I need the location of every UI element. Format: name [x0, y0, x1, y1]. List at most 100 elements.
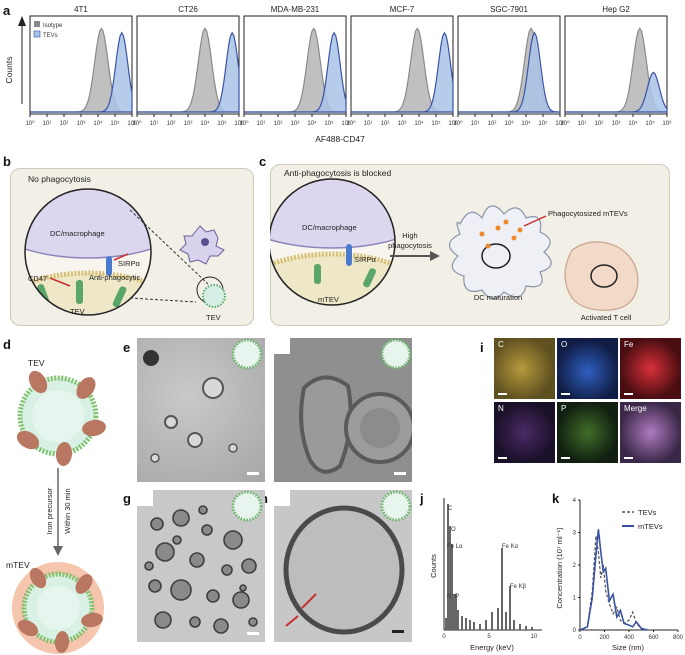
em-g-vesicle — [248, 617, 258, 627]
d-precursor-label: Iron precursor — [45, 487, 54, 534]
panel-label-a: a — [3, 3, 11, 18]
flow-tick-label: 10¹ — [257, 121, 266, 127]
em-g-vesicle — [189, 616, 201, 628]
b-sirpa-label: SIRPα — [118, 259, 141, 268]
k-ylabel: Concentration (10⁷ ml⁻¹) — [555, 527, 564, 609]
c-phago-label: Phagocytosized mTEVs — [548, 209, 628, 218]
j-peak-n: N — [447, 594, 451, 600]
em-g-vesicle — [170, 579, 192, 601]
flow-tick-label: 10¹ — [43, 121, 52, 127]
size-distribution-chart: Concentration (10⁷ ml⁻¹) 0 1 2 3 4 0 200 400 600… — [555, 498, 684, 652]
flow-tick-label: 10¹ — [578, 121, 587, 127]
d-tev-label: TEV — [28, 358, 45, 368]
em-g-vesicle — [213, 618, 229, 634]
flow-panel-title: Hep G2 — [602, 5, 630, 14]
flow-tick-label: 10³ — [77, 121, 86, 127]
em-g-vesicle — [223, 530, 243, 550]
j-peak-p: P — [455, 594, 459, 600]
dc-cell — [448, 205, 552, 300]
c-title: Anti-phagocytosis is blocked — [284, 168, 392, 178]
em-f-particles — [274, 338, 412, 475]
flow-tick-label: 10⁵ — [538, 120, 548, 127]
j-xlabel: Energy (keV) — [470, 643, 514, 652]
flow-ylabel: Counts — [4, 57, 14, 84]
j-ylabel: Counts — [429, 554, 438, 578]
flow-tick-label: 10² — [595, 121, 604, 127]
flow-tick-label: 10³ — [291, 121, 300, 127]
flow-panel-title: MDA-MB-231 — [271, 5, 320, 14]
em-g-vesicle — [155, 542, 175, 562]
em-g-vesicle — [239, 584, 247, 592]
em-h-particle — [274, 490, 412, 635]
eds-map-p: P — [557, 402, 618, 463]
eds-map-merge-label: Merge — [624, 404, 647, 413]
em-g-vesicle — [206, 589, 220, 603]
panel-b-schematic: No phagocytosis DC/macrophage SIRPα CD47… — [24, 174, 226, 322]
k-series-line-mtevs — [579, 529, 648, 631]
tev-histogram — [565, 71, 668, 113]
d-time-label: Within 30 min — [63, 488, 72, 533]
flow-tick-label: 10⁰ — [453, 120, 463, 127]
k-ytick-label: 3 — [573, 531, 577, 537]
flow-tick-label: 10¹ — [364, 121, 373, 127]
flow-tick-label: 10⁵ — [324, 120, 334, 127]
em-image-e — [137, 338, 265, 482]
flow-tick-label: 10⁶ — [127, 120, 137, 127]
tev-histogram — [351, 31, 454, 113]
b-tev2-label: TEV — [206, 313, 221, 322]
flow-tick-label: 10³ — [505, 121, 514, 127]
flow-tick-label: 10⁰ — [346, 120, 356, 127]
j-peak-feka: Fe Kα — [502, 544, 519, 550]
flow-tick-label: 10⁶ — [555, 120, 565, 127]
k-xtick-label: 200 — [599, 635, 610, 641]
em-g-vesicle — [144, 561, 154, 571]
em-g-vesicle — [221, 564, 233, 576]
flow-tick-label: 10⁴ — [307, 120, 317, 127]
flow-tick-label: 10⁶ — [234, 120, 244, 127]
flow-tick-label: 10⁴ — [521, 120, 531, 127]
k-legend-mtevs: mTEVs — [638, 522, 663, 531]
panel-c-schematic: Anti-phagocytosis is blocked DC/macropha… — [270, 168, 639, 322]
c-dc-label: DC/macrophage — [302, 223, 357, 232]
eds-map-c-label: C — [498, 340, 504, 349]
flow-tick-label: 10⁰ — [132, 120, 142, 127]
em-g-vesicle — [201, 524, 213, 536]
eds-map-fe: Fe — [620, 338, 681, 399]
k-series-line-tevs — [579, 535, 648, 631]
em-g-vesicle — [189, 552, 205, 568]
em-image-h — [274, 490, 412, 642]
eds-map-fe-label: Fe — [624, 340, 634, 349]
flow-tick-label: 10⁴ — [414, 120, 424, 127]
j-peak-fela: Fe Lα — [447, 544, 463, 550]
flow-tick-label: 10⁶ — [341, 120, 351, 127]
b-anti-label: Anti-phagocytic — [89, 273, 141, 282]
eds-map-n: N — [494, 402, 555, 463]
j-peak-fekb: Fe Kβ — [510, 584, 527, 590]
c-sirpa-label: SIRPα — [354, 255, 377, 264]
em-g-vesicle — [150, 517, 164, 531]
k-ytick-label: 2 — [573, 563, 577, 569]
c-tcell-label: Activated T cell — [581, 313, 632, 322]
flow-panel-title: MCF-7 — [390, 5, 415, 14]
t-cell — [564, 241, 639, 311]
flow-tick-label: 10² — [488, 121, 497, 127]
em-image-g — [137, 490, 265, 642]
em-g-vesicle — [241, 558, 257, 574]
flow-tick-label: 10³ — [398, 121, 407, 127]
flow-tick-label: 10⁵ — [110, 120, 120, 127]
counts-arrow-head — [18, 16, 26, 26]
k-ytick-label: 0 — [573, 628, 577, 634]
k-xtick-label: 800 — [673, 635, 684, 641]
flow-tick-label: 10³ — [184, 121, 193, 127]
k-xtick-label: 0 — [578, 635, 582, 641]
legend-isotype-label: Isotype — [43, 23, 63, 29]
k-xlabel: Size (nm) — [612, 643, 645, 652]
eds-map-p-label: P — [561, 404, 567, 413]
flow-tick-label: 10⁴ — [200, 120, 210, 127]
j-xtick-0: 0 — [442, 634, 446, 640]
flow-tick-label: 10² — [381, 121, 390, 127]
k-legend-tevs: TEVs — [638, 508, 657, 517]
eds-map-o-label: O — [561, 340, 568, 349]
j-peak-o: O — [451, 527, 456, 533]
